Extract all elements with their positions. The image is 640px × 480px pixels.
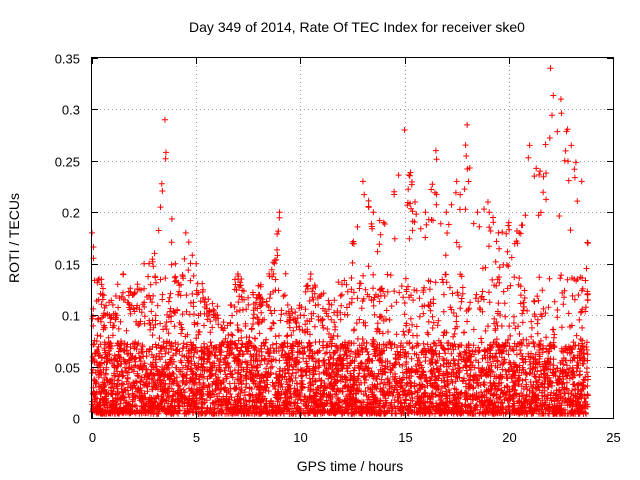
y-axis-title: ROTI / TECUs <box>6 193 22 283</box>
y-tick-label: 0.2 <box>62 206 80 221</box>
plot-frame <box>91 57 614 419</box>
y-tick-labels: 0 0.05 0.1 0.15 0.2 0.25 0.3 0.35 <box>55 52 80 427</box>
roti-peak-point <box>464 121 471 128</box>
roti-peak-point <box>568 142 575 149</box>
x-tick-label: 0 <box>89 430 96 445</box>
roti-peak-point <box>443 209 450 216</box>
x-tick-labels: 0 5 10 15 20 25 <box>89 430 621 445</box>
roti-peak-point <box>557 96 564 103</box>
roti-peak-point <box>391 188 398 195</box>
y-tick-label: 0.3 <box>62 103 80 118</box>
roti-peak-point <box>193 260 200 267</box>
roti-peak-point <box>401 127 408 133</box>
x-tick-label: 25 <box>606 430 620 445</box>
roti-peak-point <box>151 250 158 257</box>
roti-peak-point <box>130 291 137 298</box>
roti-peak-point <box>380 219 387 226</box>
roti-peak-point <box>526 142 533 149</box>
roti-peak-point <box>224 322 231 329</box>
roti-peak-point <box>109 301 116 308</box>
x-tick-label: 15 <box>398 430 412 445</box>
roti-peak-point <box>516 229 523 236</box>
roti-peak-point <box>412 199 419 205</box>
roti-peak-point <box>584 240 591 247</box>
roti-peak-point <box>578 178 585 185</box>
roti-peak-point <box>547 65 554 72</box>
roti-peak-point <box>276 209 283 216</box>
roti-peak-point <box>286 312 293 319</box>
roti-peak-point <box>359 178 366 185</box>
roti-peak-point <box>99 291 106 298</box>
y-tick-label: 0.25 <box>55 155 80 170</box>
roti-peak-point <box>328 301 335 308</box>
roti-peak-point <box>505 219 512 226</box>
x-tick-label: 20 <box>502 430 516 445</box>
roti-peak-point <box>453 178 460 185</box>
roti-peak-point <box>474 209 481 216</box>
data-points-layer <box>89 65 591 417</box>
roti-peak-point <box>370 209 377 216</box>
chart-title: Day 349 of 2014, Rate Of TEC Index for r… <box>189 19 525 35</box>
x-tick-label: 5 <box>193 430 200 445</box>
roti-peak-point <box>245 301 252 308</box>
roti-peak-point <box>537 168 544 175</box>
roti-peak-point <box>182 229 189 236</box>
roti-peak-point <box>495 229 502 236</box>
roti-peak-point <box>318 291 325 298</box>
roti-peak-point <box>484 199 491 205</box>
roti-peak-point <box>203 301 210 308</box>
roti-peak-point <box>161 116 168 123</box>
roti-peak-point <box>141 260 148 267</box>
roti-peak-point <box>234 271 241 277</box>
roti-peak-point <box>255 291 262 298</box>
y-tick-label: 0 <box>73 412 80 427</box>
roti-peak-point <box>266 271 273 277</box>
roti-peak-point <box>120 271 127 277</box>
x-axis-title: GPS time / hours <box>297 458 404 474</box>
roti-data-points <box>89 92 591 417</box>
y-tick-label: 0.1 <box>62 309 80 324</box>
x-tick-label: 10 <box>293 430 307 445</box>
roti-peak-point <box>432 147 439 154</box>
roti-peak-point <box>214 312 221 319</box>
y-tick-label: 0.05 <box>55 361 80 376</box>
roti-peak-point <box>339 281 346 288</box>
roti-peak-point <box>422 209 429 216</box>
roti-peak-point <box>297 312 304 319</box>
roti-peak-point <box>172 260 179 267</box>
roti-peak-point <box>307 271 314 277</box>
roti-peak-point <box>349 240 356 247</box>
y-tick-label: 0.15 <box>55 258 80 273</box>
tick-layer <box>92 58 614 419</box>
y-tick-label: 0.35 <box>55 52 80 67</box>
